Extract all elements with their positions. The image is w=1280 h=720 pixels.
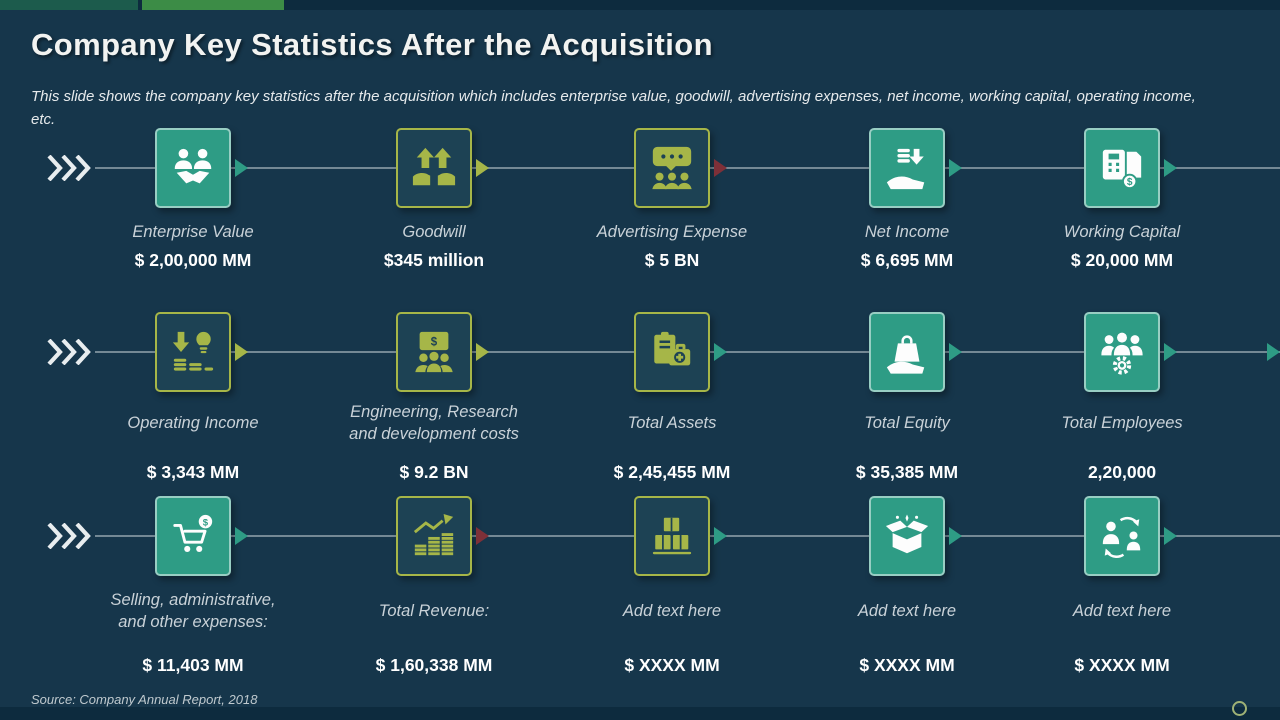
stat-label: Advertising Expense	[596, 223, 748, 242]
stat-label: Enterprise Value	[132, 223, 254, 242]
working-capital-icon-box: $	[1084, 128, 1160, 208]
stat-value: $ 11,403 MM	[142, 655, 244, 675]
connector-arrow	[235, 159, 248, 177]
audience-speech-bubble-icon	[652, 146, 692, 190]
connector-arrow	[1164, 343, 1177, 361]
selling-expenses-icon-box: $	[155, 496, 231, 576]
connector-arrow	[1164, 159, 1177, 177]
stat-value: $ XXXX MM	[624, 655, 720, 675]
stat-label: Engineering, Research and development co…	[349, 403, 519, 443]
stat-value: 2,20,000	[1087, 462, 1157, 482]
hand-shopping-bag-icon	[886, 335, 925, 374]
stat-label: Add text here	[857, 602, 957, 621]
triple-chevron-icon	[47, 523, 91, 549]
svg-text:$: $	[1127, 177, 1133, 188]
stat-value: $ 2,45,455 MM	[613, 462, 731, 482]
slide-subtitle: This slide shows the company key statist…	[31, 88, 1196, 128]
packages-boxes-icon	[652, 517, 692, 555]
stat-value: $ 3,343 MM	[146, 462, 240, 482]
employees-gear-icon	[1101, 332, 1143, 375]
advertising-expense-icon-box	[634, 128, 710, 208]
stat-value: $ 9.2 BN	[399, 462, 469, 482]
placeholder-2-icon-box	[869, 496, 945, 576]
connector-arrow	[476, 527, 489, 545]
total-employees-icon-box	[1084, 312, 1160, 392]
triple-chevron-icon	[47, 155, 91, 181]
clipboard-briefcase-icon	[654, 331, 691, 366]
total-equity-icon-box	[869, 312, 945, 392]
svg-text:$: $	[431, 336, 438, 348]
stat-value: $ 35,385 MM	[855, 462, 959, 482]
calculator-document-dollar-icon: $	[1102, 149, 1142, 190]
stat-label: Total Assets	[627, 414, 717, 433]
stat-value: $ 5 BN	[644, 250, 700, 270]
bottom-bar	[0, 707, 1280, 720]
top-bar-segment-dark-green	[0, 0, 138, 10]
stat-label: Goodwill	[402, 223, 466, 242]
net-income-icon-box	[869, 128, 945, 208]
connector-arrow	[714, 343, 727, 361]
page-title: Company Key Statistics After the Acquisi…	[31, 27, 713, 62]
total-revenue-icon-box	[396, 496, 472, 576]
connector-arrow	[949, 159, 962, 177]
top-bar-segment-green	[142, 0, 284, 10]
connector-arrow	[235, 527, 248, 545]
enterprise-value-icon-box	[155, 128, 231, 208]
connector-arrow-edge	[1267, 343, 1280, 361]
top-bar	[0, 0, 1280, 10]
stat-value: $ XXXX MM	[1074, 655, 1170, 675]
triple-chevron-icon	[47, 339, 91, 365]
svg-text:$: $	[203, 517, 209, 528]
connector-arrow	[476, 159, 489, 177]
stat-label: Working Capital	[1063, 223, 1181, 242]
connector-arrow	[949, 527, 962, 545]
stat-label: Selling, administrative, and other expen…	[110, 591, 276, 631]
team-dollar-board-icon: $	[415, 331, 453, 373]
placeholder-3-icon-box	[1084, 496, 1160, 576]
stat-value: $ 1,60,338 MM	[375, 655, 493, 675]
connector-arrow	[1164, 527, 1177, 545]
open-box-icon	[885, 514, 929, 554]
stat-label: Add text here	[622, 602, 722, 621]
hand-receiving-money-icon	[886, 148, 925, 190]
stat-label: Add text here	[1072, 602, 1172, 621]
connector-arrow	[476, 343, 489, 361]
decorative-circle	[1232, 701, 1247, 716]
stat-label: Net Income	[864, 223, 950, 242]
people-exchange-icon	[1102, 516, 1141, 558]
source-note: Source: Company Annual Report, 2018	[31, 692, 258, 707]
total-assets-icon-box	[634, 312, 710, 392]
stat-label: Total Equity	[864, 414, 950, 433]
goodwill-icon-box	[396, 128, 472, 208]
cost-reduction-bulb-icon	[172, 331, 214, 371]
hands-growth-arrows-icon	[412, 147, 456, 186]
people-handshake-icon	[174, 148, 212, 184]
stat-label: Operating Income	[127, 414, 259, 433]
stat-value: $ 20,000 MM	[1070, 250, 1174, 270]
cart-dollar-icon: $	[173, 514, 213, 553]
connector-arrow	[714, 527, 727, 545]
stat-value: $ 6,695 MM	[860, 250, 954, 270]
rnd-costs-icon-box: $	[396, 312, 472, 392]
connector-arrow	[714, 159, 727, 177]
operating-income-icon-box	[155, 312, 231, 392]
stat-value: $ 2,00,000 MM	[134, 250, 252, 270]
stat-label: Total Employees	[1061, 414, 1183, 433]
coins-growth-chart-icon	[413, 513, 454, 556]
stat-label: Total Revenue:	[378, 602, 490, 621]
connector-arrow	[235, 343, 248, 361]
stat-value: $345 million	[383, 250, 485, 270]
connector-arrow	[949, 343, 962, 361]
placeholder-1-icon-box	[634, 496, 710, 576]
stat-value: $ XXXX MM	[859, 655, 955, 675]
